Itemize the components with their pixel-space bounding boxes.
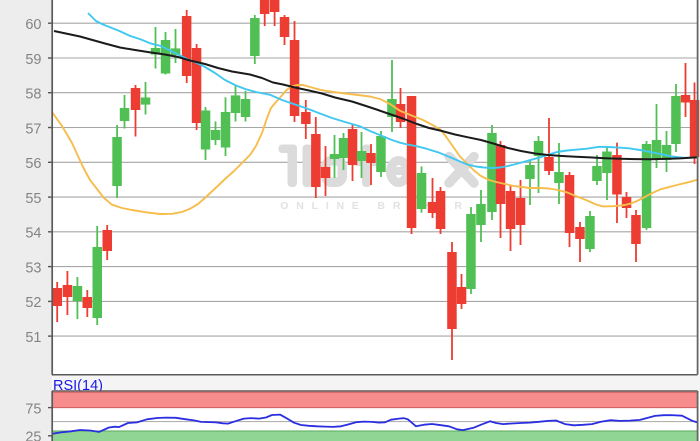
svg-text:53: 53 (25, 260, 41, 276)
svg-text:25: 25 (25, 430, 41, 441)
svg-text:51: 51 (25, 330, 41, 346)
svg-text:ONLINE BROKER: ONLINE BROKER (280, 200, 470, 212)
svg-text:60: 60 (25, 17, 41, 33)
svg-text:52: 52 (25, 295, 41, 311)
svg-text:58: 58 (25, 87, 41, 103)
svg-text:56: 56 (25, 156, 41, 172)
svg-text:54: 54 (25, 226, 41, 242)
svg-text:RSI(14): RSI(14) (53, 378, 103, 394)
svg-text:57: 57 (25, 121, 41, 137)
svg-text:75: 75 (25, 401, 41, 417)
svg-text:55: 55 (25, 191, 41, 207)
svg-text:59: 59 (25, 52, 41, 68)
